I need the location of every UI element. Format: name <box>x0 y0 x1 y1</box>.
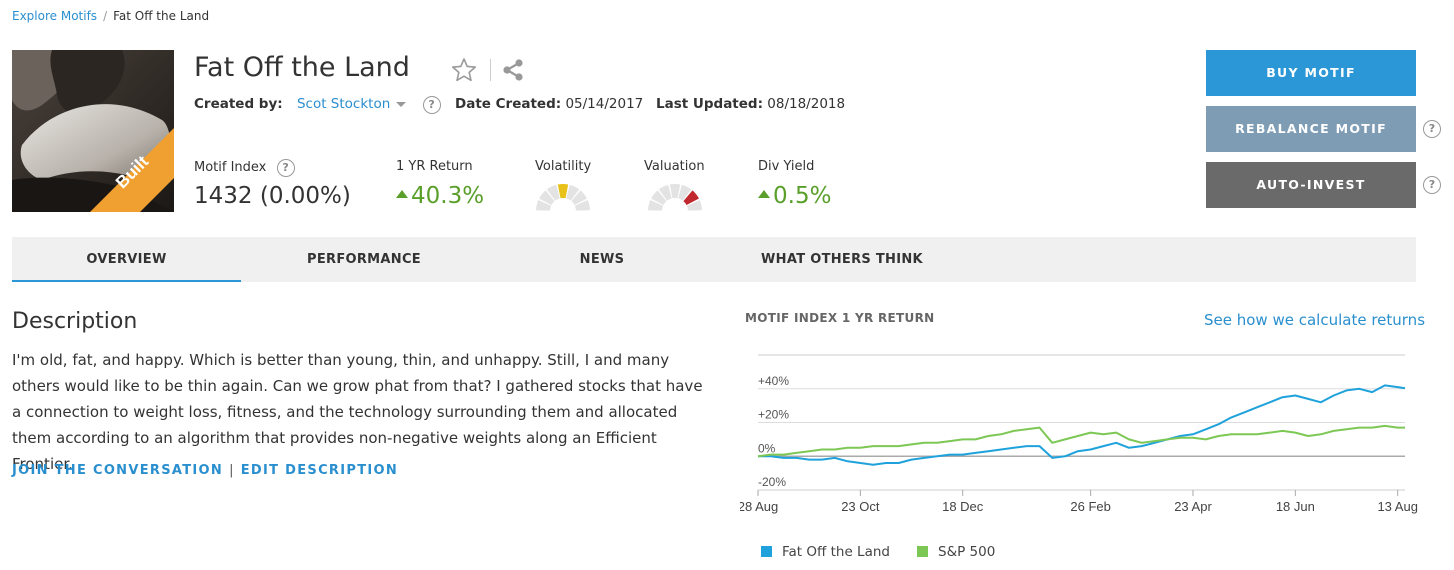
y-tick-label: 0% <box>758 441 776 455</box>
share-icon[interactable] <box>500 57 526 83</box>
creator-link[interactable]: Scot Stockton <box>296 96 391 112</box>
breadcrumb-explore-motifs-link[interactable]: Explore Motifs <box>12 9 98 23</box>
breadcrumb: Explore Motifs / Fat Off the Land <box>12 9 209 23</box>
legend-swatch <box>761 545 772 557</box>
gauge-segment <box>669 184 681 199</box>
gauge-segment <box>557 184 569 199</box>
motif-thumbnail: Built <box>12 50 174 212</box>
auto-invest-help-icon[interactable]: ? <box>1423 176 1441 194</box>
legend-swatch <box>917 545 928 557</box>
x-tick-label: 26 Feb <box>1070 499 1110 514</box>
series-line <box>757 424 1405 458</box>
breadcrumb-current: Fat Off the Land <box>113 9 210 23</box>
tab-news[interactable]: NEWS <box>579 252 625 267</box>
chart-title: MOTIF INDEX 1 YR RETURN <box>745 311 935 325</box>
rebalance-help-icon[interactable]: ? <box>1423 120 1441 138</box>
legend-item-fat-off-the-land[interactable]: Fat Off the Land <box>761 544 890 560</box>
date-created: Date Created: 05/14/2017 <box>455 96 643 112</box>
gauge-segment <box>546 184 560 201</box>
x-tick-label: 18 Jun <box>1276 499 1315 514</box>
tab-overview[interactable]: OVERVIEW <box>12 237 241 282</box>
yr-return-value: 40.3% <box>411 183 485 209</box>
motif-index-value: 1432 (0.00%) <box>194 183 351 209</box>
volatility-label: Volatility <box>535 159 592 174</box>
x-tick-label: 18 Dec <box>942 499 984 514</box>
legend-label: Fat Off the Land <box>782 544 890 560</box>
gauge-segment <box>648 200 664 211</box>
join-conversation-link[interactable]: JOIN THE CONVERSATION <box>12 463 224 478</box>
yr-return-metric: 40.3% <box>396 183 484 209</box>
link-separator: | <box>229 463 235 478</box>
tab-performance[interactable]: PERFORMANCE <box>307 252 421 267</box>
motif-title: Fat Off the Land <box>194 52 410 83</box>
creator-info: Created by: Scot Stockton ? <box>194 96 441 114</box>
valuation-gauge <box>648 184 702 211</box>
volatility-gauge <box>536 184 590 211</box>
gauge-segment <box>539 190 555 206</box>
up-arrow-icon <box>758 189 770 198</box>
return-chart: +40% +20% 0% -20% 28 Aug 23 Oct 18 Dec 26 Feb 23… <box>740 354 1418 514</box>
date-created-label: Date Created: <box>455 96 562 112</box>
rebalance-motif-button[interactable]: REBALANCE MOTIF <box>1206 106 1416 152</box>
created-by-label: Created by: <box>194 96 283 112</box>
breadcrumb-separator: / <box>103 9 108 23</box>
built-badge <box>90 128 174 212</box>
gauge-segment <box>686 200 702 211</box>
last-updated-value: 08/18/2018 <box>767 96 846 112</box>
y-tick-label: -20% <box>758 475 786 489</box>
x-tick-label: 28 Aug <box>740 499 778 514</box>
gauge-segment <box>651 190 667 206</box>
favorite-star-icon[interactable] <box>451 57 477 83</box>
gauge-segment <box>571 190 587 206</box>
div-yield-label: Div Yield <box>758 159 815 174</box>
y-tick-label: +40% <box>758 374 789 388</box>
y-tick-label: +20% <box>758 408 789 422</box>
legend-item-sp500[interactable]: S&P 500 <box>917 544 995 560</box>
tab-what-others-think[interactable]: WHAT OTHERS THINK <box>761 252 923 267</box>
gauge-segment <box>658 184 672 201</box>
gauge-segment <box>574 200 590 211</box>
date-created-value: 05/14/2017 <box>565 96 644 112</box>
last-updated-label: Last Updated: <box>656 96 763 112</box>
x-tick-label: 23 Apr <box>1174 499 1212 514</box>
chevron-down-icon[interactable] <box>396 101 407 107</box>
buy-motif-button[interactable]: BUY MOTIF <box>1206 50 1416 96</box>
yr-return-label: 1 YR Return <box>396 159 473 174</box>
tab-bar: OVERVIEW PERFORMANCE NEWS WHAT OTHERS TH… <box>12 237 1416 282</box>
motif-index-label-group: Motif Index ? <box>194 159 295 177</box>
motif-index-help-icon[interactable]: ? <box>276 159 295 177</box>
gauge-segment <box>536 200 552 211</box>
last-updated: Last Updated: 08/18/2018 <box>656 96 845 112</box>
div-yield-value: 0.5% <box>773 183 832 209</box>
description-heading: Description <box>12 309 138 334</box>
up-arrow-icon <box>396 189 408 198</box>
gauge-segment <box>566 184 580 201</box>
calculate-returns-link[interactable]: See how we calculate returns <box>1204 311 1426 329</box>
x-tick-label: 13 Aug <box>1377 499 1418 514</box>
auto-invest-button[interactable]: AUTO-INVEST <box>1206 162 1416 208</box>
legend-label: S&P 500 <box>938 544 996 560</box>
motif-photo: Built <box>12 50 174 212</box>
edit-description-link[interactable]: EDIT DESCRIPTION <box>240 463 399 478</box>
creator-help-icon[interactable]: ? <box>422 96 441 114</box>
x-tick-label: 23 Oct <box>841 499 880 514</box>
valuation-label: Valuation <box>644 159 705 174</box>
description-body: I'm old, fat, and happy. Which is better… <box>12 351 703 473</box>
div-yield-metric: 0.5% <box>758 183 831 209</box>
description-actions: JOIN THE CONVERSATION | EDIT DESCRIPTION <box>12 463 398 478</box>
gauge-segment <box>678 184 692 201</box>
header-divider <box>490 59 491 81</box>
series-line <box>758 384 1406 466</box>
motif-index-label: Motif Index <box>194 160 267 175</box>
gauge-segment <box>683 190 699 206</box>
